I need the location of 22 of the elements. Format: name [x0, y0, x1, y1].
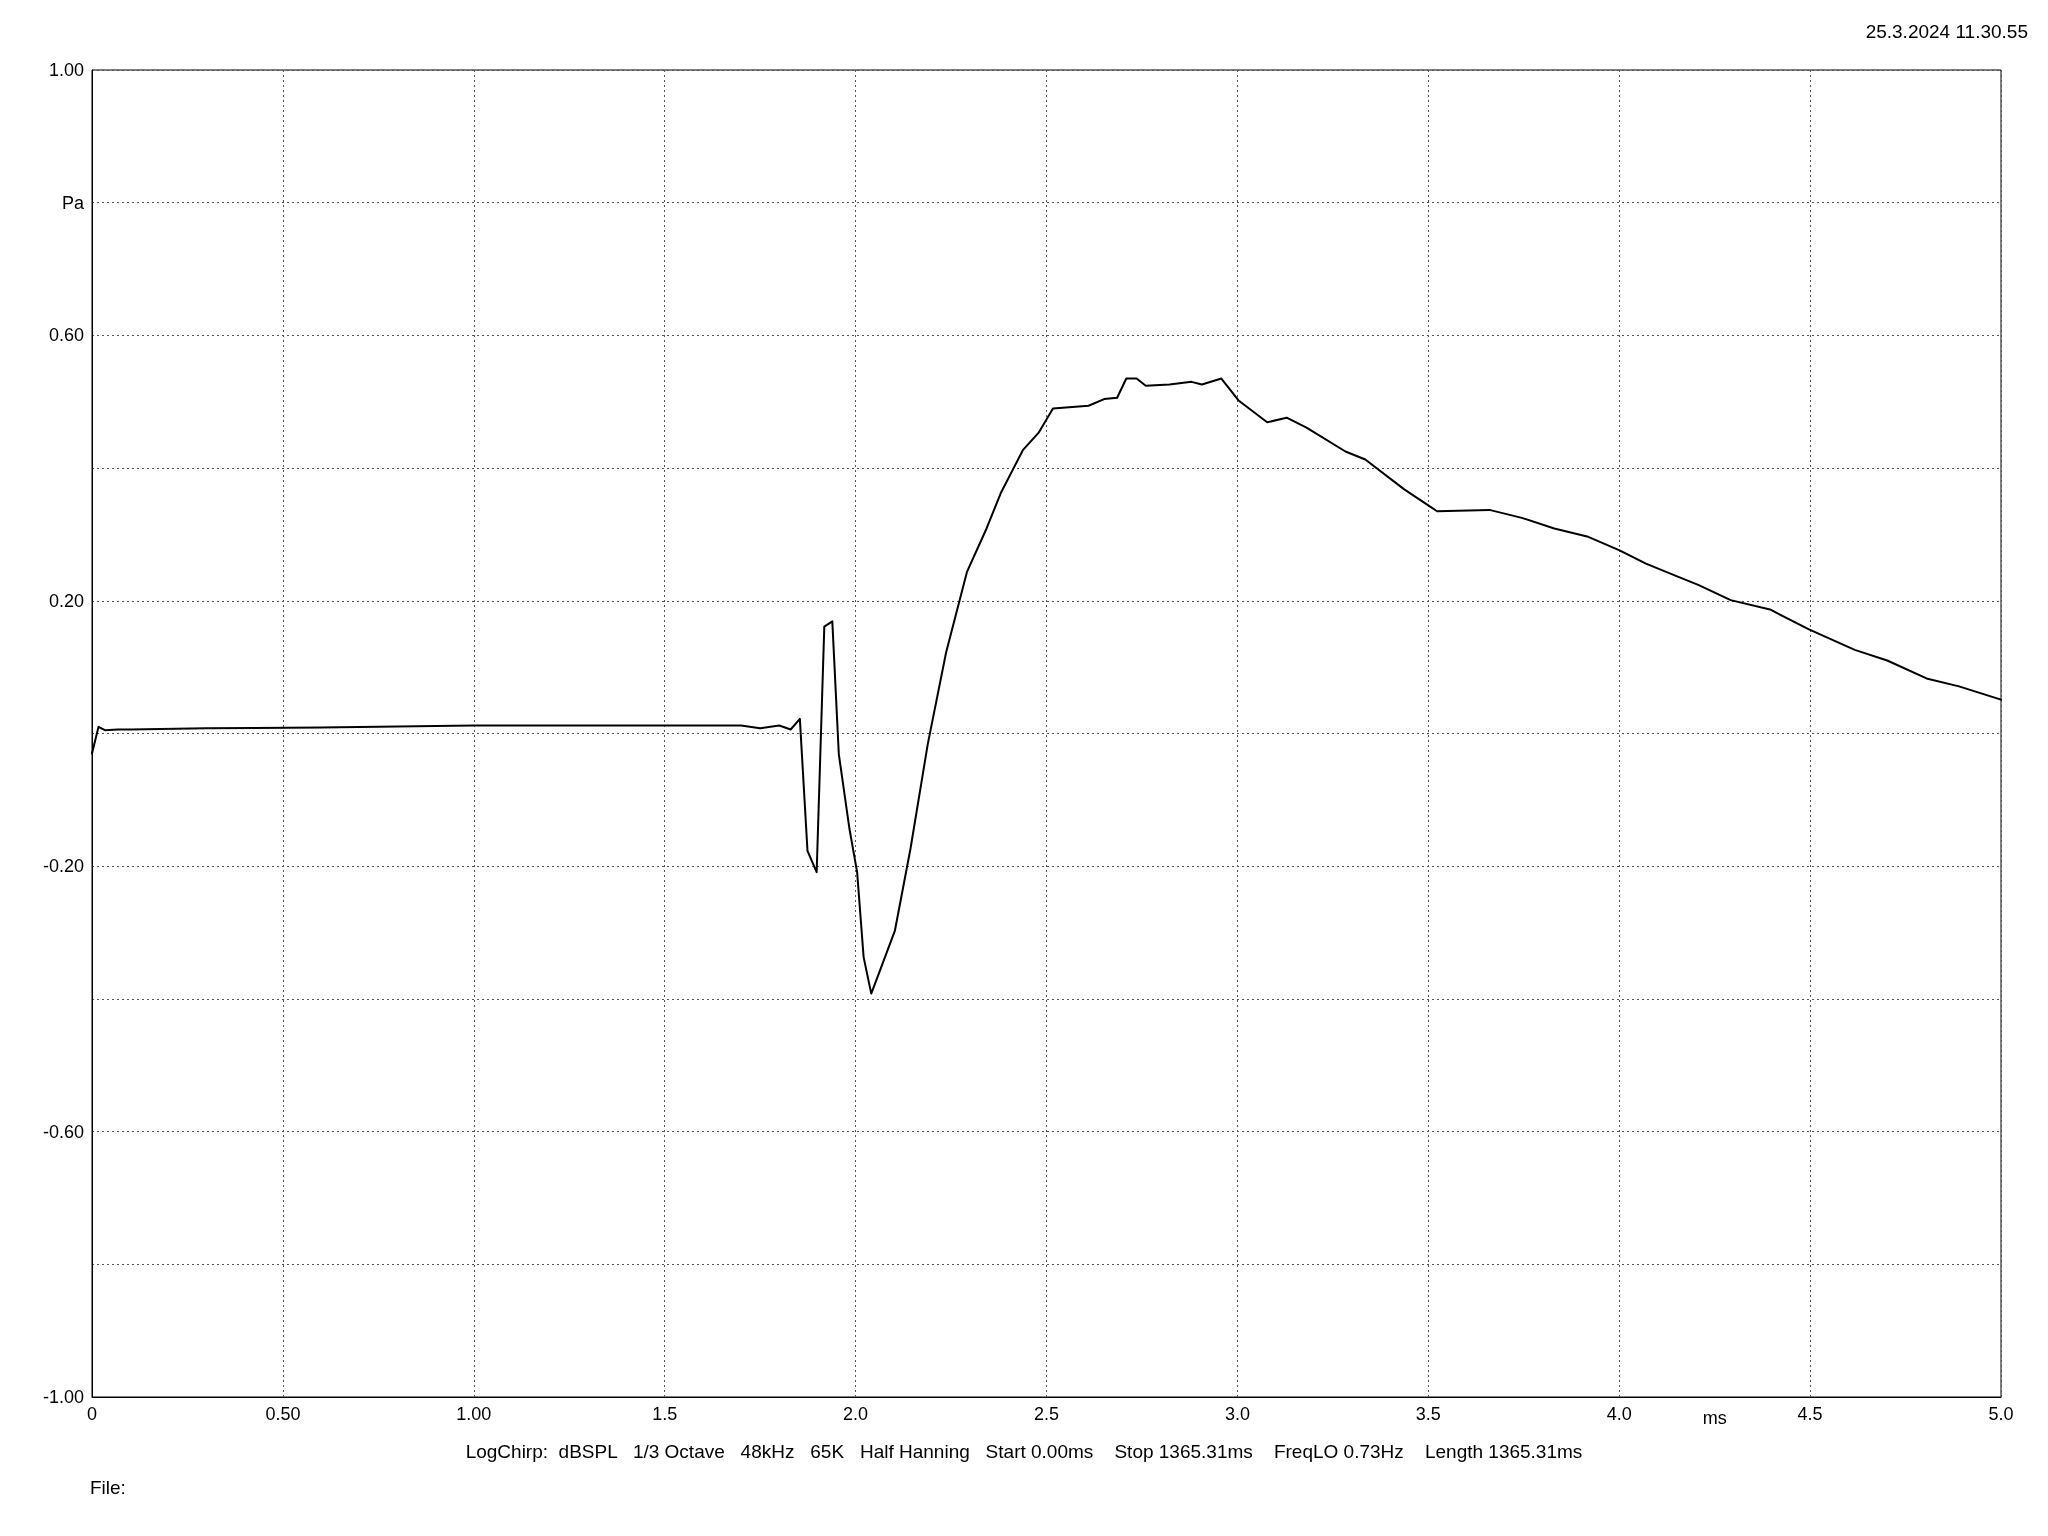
text: 25.3.2024 11.30.55	[1865, 21, 2028, 42]
x-tick-label: 5.0	[1988, 1404, 2014, 1424]
x-tick-label: 2.0	[843, 1404, 869, 1424]
y-tick-label: -0.20	[42, 856, 84, 877]
y-axis-title: Pa	[61, 192, 85, 213]
text: File:	[90, 1477, 126, 1498]
x-tick-label: 1.5	[652, 1404, 678, 1424]
y-tick-label: -0.60	[42, 1121, 84, 1142]
x-tick-label: 0.50	[265, 1404, 301, 1424]
x-axis-title: ms	[1702, 1408, 1727, 1428]
y-tick-label: 0.20	[48, 590, 84, 611]
x-tick-label: 0	[86, 1404, 98, 1424]
text: LogChirp: dBSPL 1/3 Octave 48kHz 65K Half Hanning Start 0.00ms Stop 1365.31ms FreqLO 0.73Hz Length 1365.31ms	[465, 1441, 1583, 1462]
x-tick-label: 4.0	[1606, 1404, 1632, 1424]
x-tick-label: 1.00	[456, 1404, 492, 1424]
x-tick-label: 3.0	[1224, 1404, 1250, 1424]
x-tick-label: 3.5	[1415, 1404, 1441, 1424]
y-tick-label: 0.60	[48, 325, 84, 346]
x-tick-label: 4.5	[1797, 1404, 1823, 1424]
x-tick-label: 2.5	[1033, 1404, 1060, 1424]
y-tick-label: -1.00	[42, 1387, 84, 1407]
y-tick-label: 1.00	[48, 60, 84, 80]
